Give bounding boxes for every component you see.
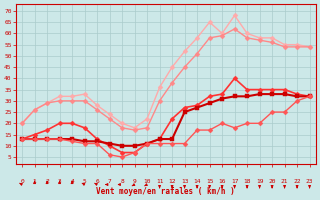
X-axis label: Vent moyen/en rafales ( km/h ): Vent moyen/en rafales ( km/h ) [96, 187, 235, 196]
